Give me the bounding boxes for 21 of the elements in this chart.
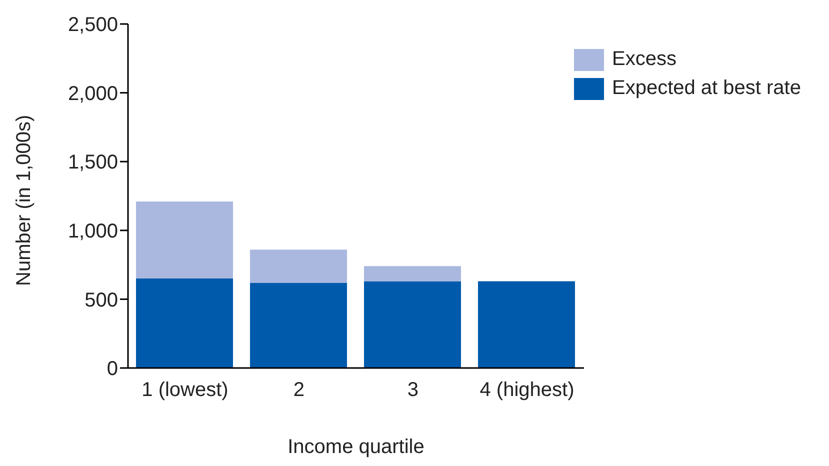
bar — [136, 202, 233, 279]
bar — [478, 281, 575, 368]
x-tick-label: 1 (lowest) — [142, 379, 228, 402]
legend-label: Expected at best rate — [612, 77, 801, 100]
bar — [250, 282, 347, 368]
x-tick-label: 3 — [407, 379, 419, 402]
y-tick-label: 1,000 — [68, 220, 118, 242]
y-tick-label: 2,500 — [68, 14, 118, 36]
y-tick-label: 1,500 — [68, 152, 118, 174]
y-tick-label: 500 — [84, 289, 118, 312]
y-tick-label: 2,000 — [68, 82, 118, 105]
y-tick-label: 0 — [106, 358, 118, 380]
bar — [364, 266, 461, 282]
bar — [250, 250, 347, 283]
bar — [136, 278, 233, 368]
x-axis-title: Income quartile — [288, 436, 424, 458]
legend-label: Excess — [612, 48, 676, 71]
x-tick-label: 4 (highest) — [480, 379, 574, 402]
x-tick-label: 2 — [293, 379, 305, 402]
bar — [364, 281, 461, 368]
y-axis-title: Number (in 1,000s) — [13, 114, 36, 286]
